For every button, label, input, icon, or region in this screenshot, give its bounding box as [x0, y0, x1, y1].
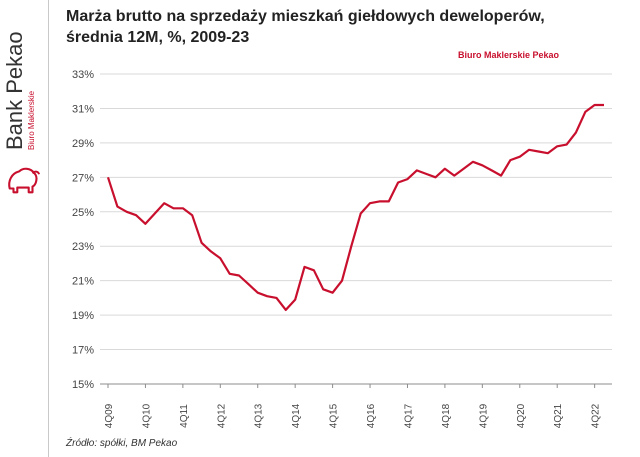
y-tick-label: 31%	[72, 103, 94, 115]
y-tick-label: 27%	[72, 172, 94, 184]
chart-title-line1: Marża brutto na sprzedaży mieszkań giełd…	[66, 8, 545, 25]
x-tick-label: 4Q19	[478, 403, 489, 428]
y-tick-label: 25%	[72, 207, 94, 219]
y-tick-label: 33%	[72, 69, 94, 81]
x-tick-label: 4Q14	[291, 403, 302, 428]
broker-watermark: Biuro Maklerskie Pekao	[458, 50, 560, 60]
chart-title-line2: średnia 12M, %, 2009-23	[66, 29, 250, 46]
series-group	[106, 103, 604, 311]
y-tick-label: 15%	[72, 379, 94, 391]
x-axis-ticks: 4Q09 4Q10 4Q11 4Q12 4Q13 4Q14 4Q15 4Q16 4Q17 4Q18…	[104, 384, 602, 428]
chart-title: Marża brutto na sprzedaży mieszkań giełd…	[66, 6, 626, 48]
x-tick-label: 4Q18	[441, 403, 452, 428]
gridlines	[100, 73, 612, 385]
x-tick-label: 4Q10	[141, 403, 152, 428]
x-tick-label: 4Q13	[254, 403, 265, 428]
y-tick-label: 17%	[72, 345, 94, 357]
x-tick-label: 4Q12	[216, 403, 227, 428]
source-note: Źródło: spółki, BM Pekao	[66, 438, 178, 449]
x-tick-label: 4Q09	[104, 403, 115, 428]
brand-sidebar: Bank Pekao Biuro Maklerskie	[0, 0, 52, 457]
x-tick-label: 4Q20	[516, 403, 527, 428]
x-tick-label: 4Q16	[366, 403, 377, 428]
y-tick-label: 23%	[72, 241, 94, 253]
y-tick-label: 21%	[72, 276, 94, 288]
x-tick-label: 4Q17	[403, 403, 414, 428]
x-tick-label: 4Q21	[553, 403, 564, 428]
series-line	[106, 103, 604, 311]
y-axis-ticks: 15% 17% 19% 21% 23% 25% 27% 29% 31% 33%	[72, 69, 94, 391]
x-tick-label: 4Q11	[179, 404, 190, 428]
bison-logo-icon	[8, 167, 41, 194]
x-tick-label: 4Q22	[591, 403, 602, 428]
y-tick-label: 29%	[72, 138, 94, 150]
x-tick-label: 4Q15	[329, 403, 340, 428]
y-tick-label: 19%	[72, 310, 94, 322]
sidebar-divider	[48, 0, 49, 457]
